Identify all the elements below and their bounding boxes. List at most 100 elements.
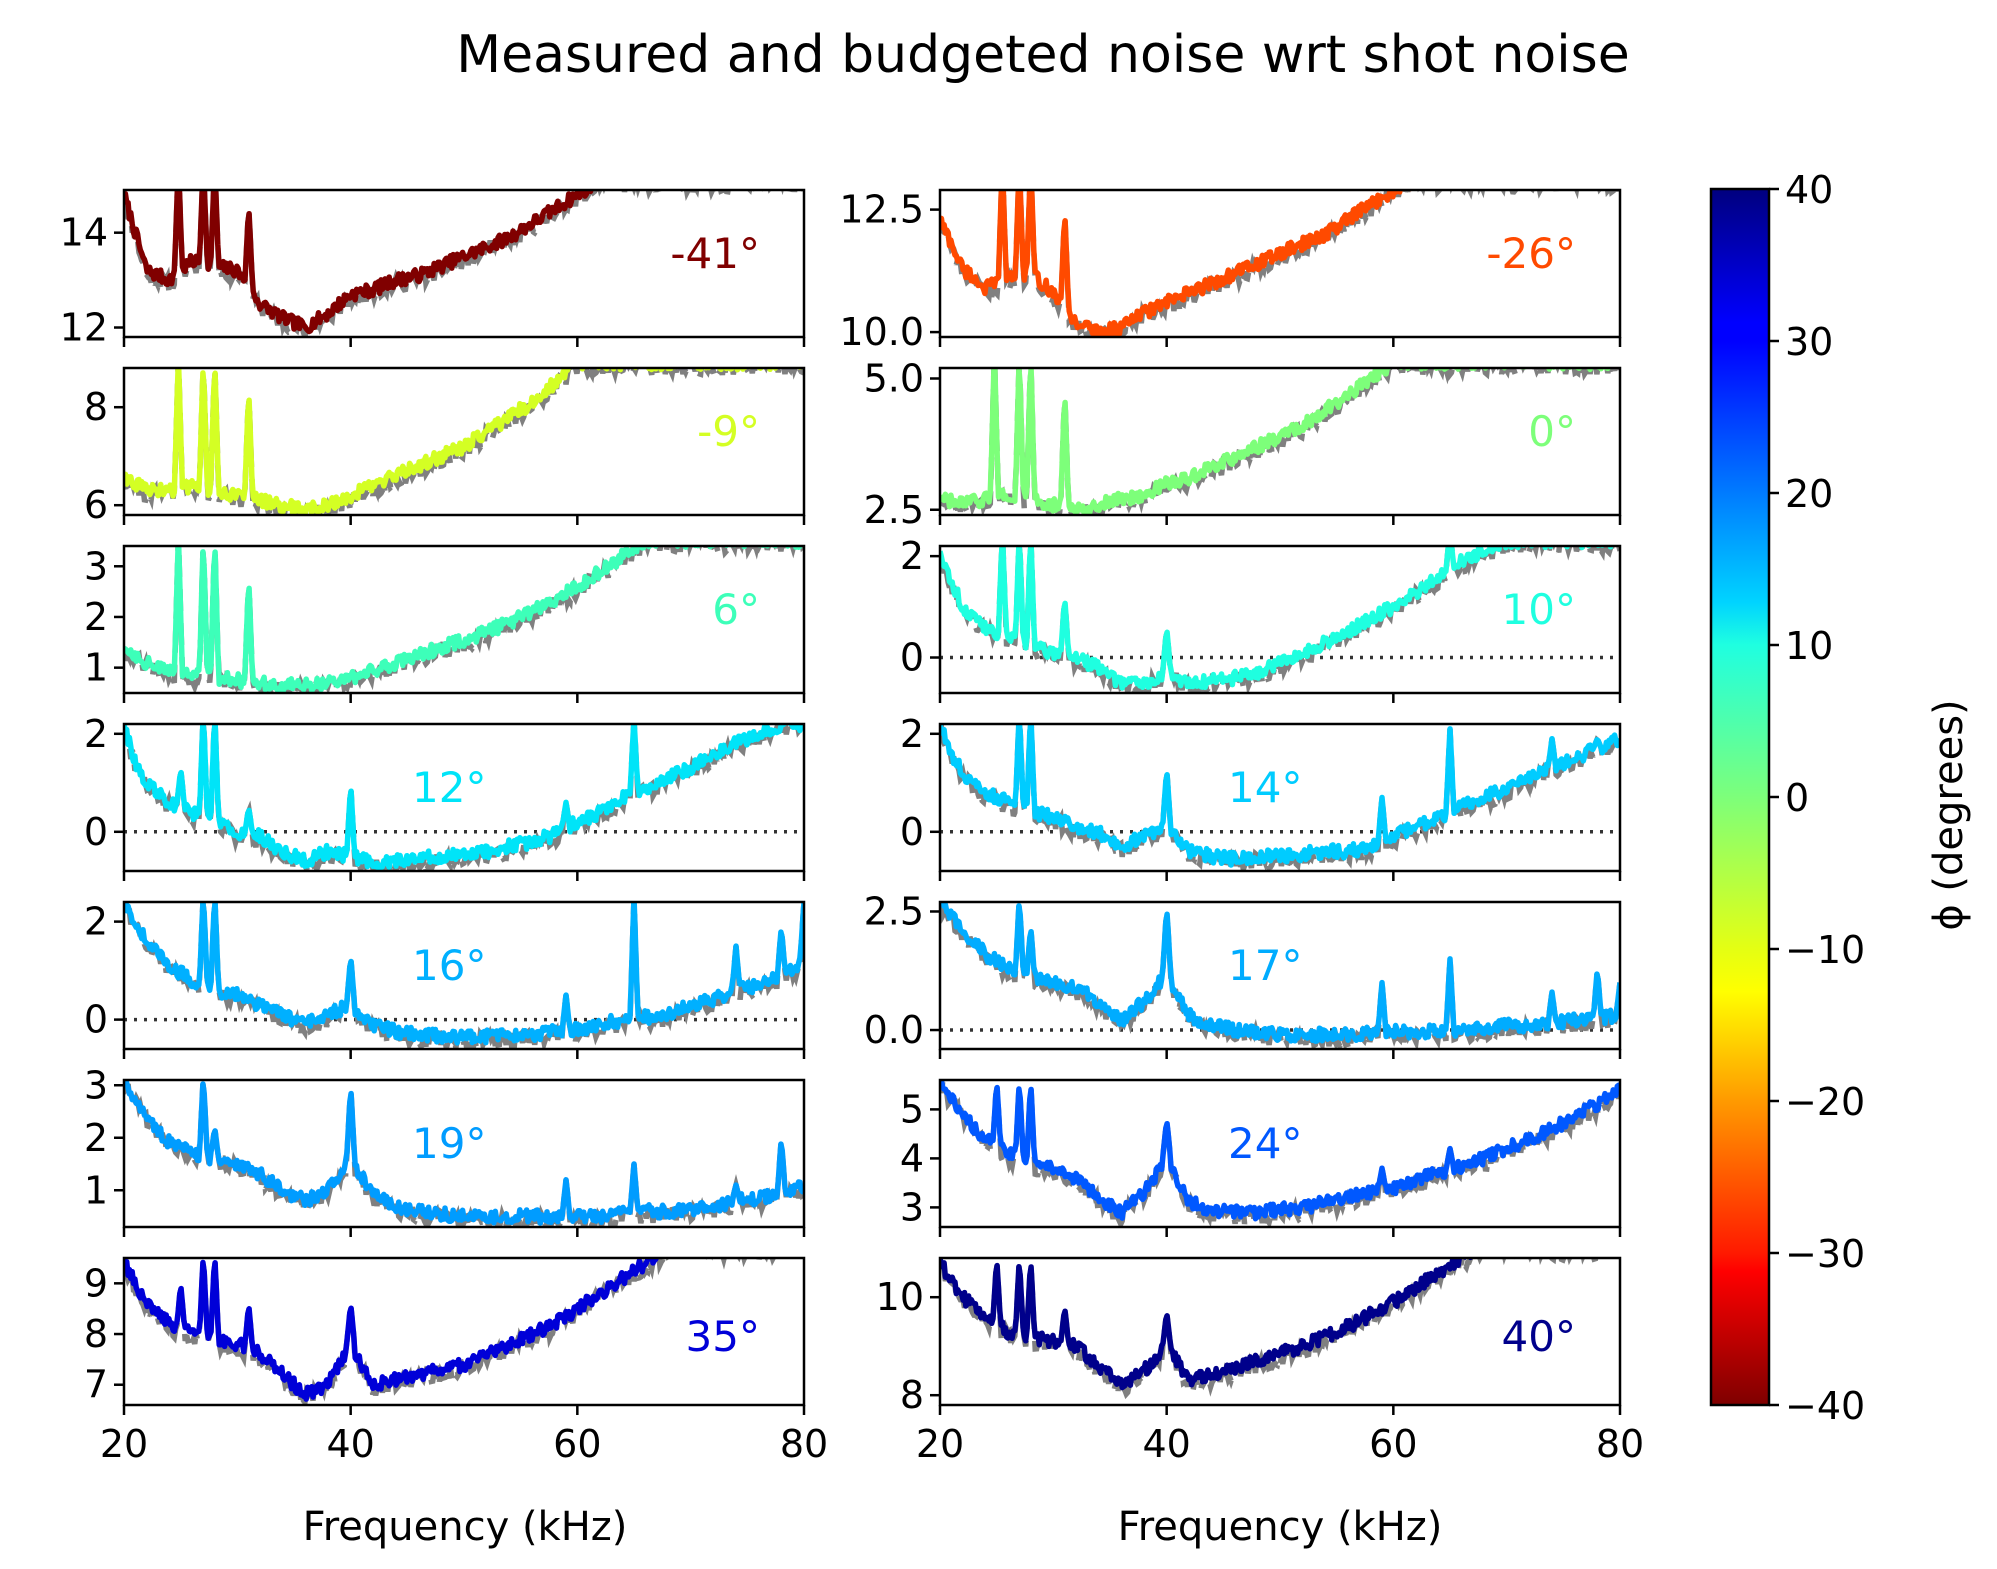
y-tick-label: 12.5 — [839, 188, 924, 232]
y-tick-label: 0 — [900, 636, 924, 680]
measured-noise-line — [940, 546, 1614, 691]
panel: 1 2 3 6° — [84, 544, 806, 703]
x-axis-label-left: Frequency (kHz) — [303, 1504, 628, 1550]
panel: 1 2 3 19° — [84, 1063, 806, 1237]
colorbar-tick-label: 40 — [1785, 168, 1833, 212]
panel: 6 8 -9° — [84, 366, 806, 527]
x-tick-label: 20 — [100, 1422, 148, 1466]
plot-area — [940, 1080, 1620, 1227]
phase-angle-label: -9° — [697, 407, 760, 456]
panel-frame — [938, 900, 1622, 1051]
y-tick-label: 1 — [84, 646, 108, 690]
measured-noise-line — [124, 368, 803, 515]
y-tick-label: 8 — [84, 1312, 108, 1356]
y-tick-label: 10.0 — [839, 310, 924, 354]
panel-frame — [938, 722, 1622, 873]
phase-angle-label: 16° — [412, 941, 486, 990]
y-tick-label: 10 — [876, 1275, 924, 1319]
phase-angle-label: -26° — [1486, 229, 1576, 278]
y-tick-label: 2 — [900, 712, 924, 756]
colorbar-tick-label: −20 — [1785, 1080, 1865, 1124]
plot-area — [124, 902, 804, 1049]
phase-angle-label: 35° — [686, 1312, 760, 1361]
panel-frame — [938, 188, 1622, 339]
panel-frame — [938, 1256, 1622, 1407]
plot-area — [124, 1258, 797, 1405]
colorbar-label: ϕ (degrees) — [1926, 699, 1972, 930]
measured-noise-line — [124, 724, 804, 871]
colorbar-gradient — [1709, 187, 1771, 1407]
y-tick-label: 3 — [84, 544, 108, 588]
colorbar-tick-label: −40 — [1785, 1384, 1865, 1428]
y-tick-label: 1 — [84, 1168, 108, 1212]
colorbar-tick-label: −10 — [1785, 928, 1865, 972]
measured-noise-line — [124, 1258, 666, 1402]
phase-angle-label: 14° — [1228, 763, 1302, 812]
colorbar-tick-label: −30 — [1785, 1232, 1865, 1276]
panel: 0 2 10° — [900, 534, 1622, 703]
y-tick-label: 9 — [84, 1261, 108, 1305]
colorbar-tick-label: 30 — [1785, 320, 1833, 364]
colorbar-tick-label: 0 — [1785, 776, 1809, 820]
panel: 20 40 60 80 8 10 40° — [876, 1256, 1644, 1466]
y-tick-label: 4 — [900, 1136, 924, 1180]
y-tick-label: 8 — [84, 385, 108, 429]
plot-area — [124, 724, 804, 871]
panel-frame — [122, 366, 806, 517]
y-tick-label: 12 — [60, 306, 108, 350]
plot-area — [940, 1258, 1618, 1401]
x-tick-label: 40 — [1142, 1422, 1190, 1466]
x-tick-label: 20 — [916, 1422, 964, 1466]
panel-frame — [122, 722, 806, 873]
colorbar: 40 30 20 10 0 −10 −20 −30 −40 ϕ (degrees) — [1709, 168, 1972, 1428]
phase-angle-label: 19° — [412, 1119, 486, 1168]
panel-frame — [122, 1256, 806, 1407]
phase-angle-label: -41° — [670, 229, 760, 278]
phase-angle-label: 40° — [1502, 1312, 1576, 1361]
panel: 0 2 14° — [900, 712, 1622, 881]
x-tick-label: 80 — [780, 1422, 828, 1466]
colorbar-tick-label: 20 — [1785, 472, 1833, 516]
panel: 0 2 12° — [84, 712, 806, 881]
y-tick-label: 8 — [900, 1373, 924, 1417]
measured-noise-line — [124, 902, 804, 1046]
panel: 2.5 5.0 0° — [864, 357, 1622, 532]
plot-area — [124, 368, 804, 515]
budget-noise-line — [124, 1258, 797, 1405]
plot-area — [124, 546, 804, 693]
x-tick-label: 80 — [1596, 1422, 1644, 1466]
panel-frame — [938, 1078, 1622, 1229]
measured-noise-line — [940, 724, 1620, 868]
plot-area — [940, 190, 1620, 337]
panel-frame — [122, 900, 806, 1051]
phase-angle-label: 24° — [1228, 1119, 1302, 1168]
y-tick-label: 2 — [84, 712, 108, 756]
phase-angle-label: 12° — [412, 763, 486, 812]
measured-noise-line — [124, 190, 600, 335]
y-tick-label: 0 — [900, 810, 924, 854]
panel-frame — [938, 366, 1622, 517]
phase-angle-label: 0° — [1528, 407, 1576, 456]
chart-title: Measured and budgeted noise wrt shot noi… — [456, 25, 1630, 85]
y-tick-label: 7 — [84, 1363, 108, 1407]
measured-noise-line — [940, 190, 1413, 337]
y-tick-label: 5 — [900, 1087, 924, 1131]
panel-frame — [938, 544, 1622, 695]
panel: 20 40 60 80 7 8 9 35° — [84, 1256, 828, 1466]
panel-frame — [122, 544, 806, 695]
panel-frame — [122, 188, 806, 339]
measured-noise-line — [940, 902, 1620, 1044]
panel-frame — [122, 1078, 806, 1229]
y-tick-label: 2 — [84, 595, 108, 639]
y-tick-label: 2.5 — [864, 488, 924, 532]
y-tick-label: 0.0 — [864, 1008, 924, 1052]
y-tick-label: 6 — [84, 483, 108, 527]
measured-noise-line — [940, 1258, 1474, 1391]
y-tick-label: 2.5 — [864, 889, 924, 933]
x-tick-label: 40 — [326, 1422, 374, 1466]
y-tick-label: 2 — [84, 900, 108, 944]
panel: 12 14 -41° — [60, 188, 806, 350]
plot-area — [940, 724, 1620, 871]
